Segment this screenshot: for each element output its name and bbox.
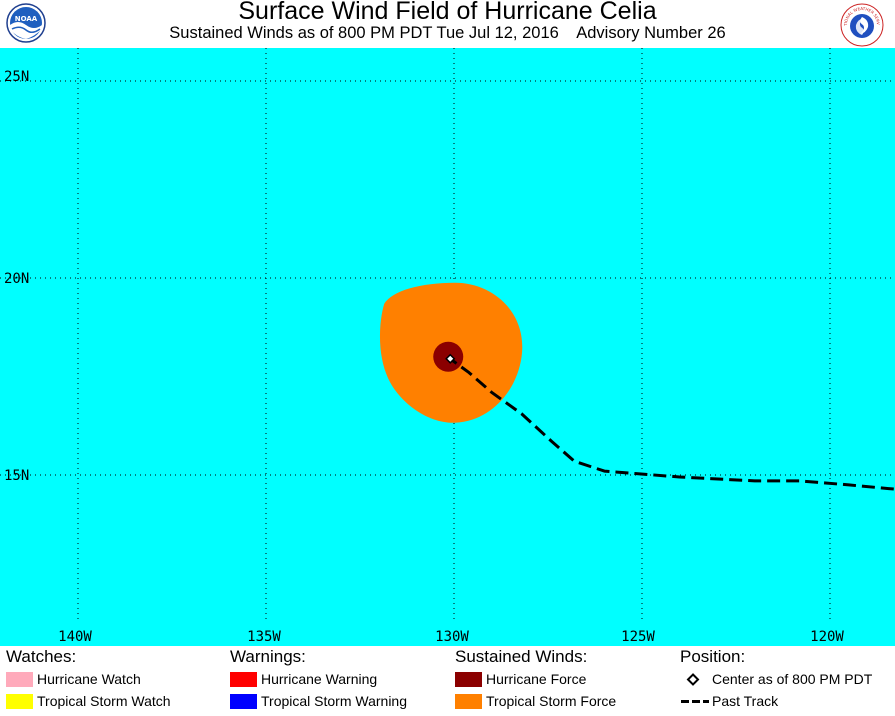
legend-item-label: Hurricane Watch xyxy=(37,671,141,687)
legend-item-hurricane-force: Hurricane Force xyxy=(455,668,616,690)
legend-item-label: Center as of 800 PM PDT xyxy=(712,671,873,687)
lon-label-140w: 140W xyxy=(58,629,92,645)
legend-item-past-track: Past Track xyxy=(680,690,872,712)
lat-label-25n: 25N xyxy=(4,69,29,85)
noaa-logo: NOAA xyxy=(6,3,46,43)
legend-position: Position: Center as of 800 PM PDT Past T… xyxy=(680,646,872,712)
legend-warnings: Warnings: Hurricane Warning Tropical Sto… xyxy=(230,646,407,712)
lon-label-130w: 130W xyxy=(435,629,469,645)
legend-sustained-winds: Sustained Winds: Hurricane Force Tropica… xyxy=(455,646,616,712)
legend-item-label: Past Track xyxy=(712,693,779,709)
dashed-line-icon xyxy=(681,699,709,703)
longitude-labels: 140W 135W 130W 125W 120W xyxy=(58,629,844,645)
past-track-line xyxy=(449,357,895,491)
legend-item-hurricane-warning: Hurricane Warning xyxy=(230,668,407,690)
legend-watches: Watches: Hurricane Watch Tropical Storm … xyxy=(6,646,171,712)
legend-item-label: Hurricane Force xyxy=(486,671,587,687)
graticule xyxy=(0,48,895,623)
hurricane-warning-swatch xyxy=(230,671,257,687)
lat-label-20n: 20N xyxy=(4,271,29,287)
legend-item-tropical-storm-watch: Tropical Storm Watch xyxy=(6,690,171,712)
lon-label-120w: 120W xyxy=(810,629,844,645)
legend-sustained-winds-heading: Sustained Winds: xyxy=(455,647,588,666)
legend-item-label: Tropical Storm Warning xyxy=(261,693,408,709)
legend-item-tropical-storm-warning: Tropical Storm Warning xyxy=(230,690,407,712)
legend-item-hurricane-watch: Hurricane Watch xyxy=(6,668,171,690)
diamond-icon xyxy=(686,672,700,686)
legend-item-label: Tropical Storm Watch xyxy=(37,693,171,709)
latitude-labels: 25N 20N 15N xyxy=(4,69,29,484)
tropical-storm-force-swatch xyxy=(455,693,482,709)
legend-item-label: Hurricane Warning xyxy=(261,671,378,687)
nws-logo: NATIONAL WEATHER SERVICE xyxy=(838,3,884,47)
legend-warnings-heading: Warnings: xyxy=(230,647,306,666)
map[interactable]: 25N 20N 15N 140W 135W 130W 125W 120W xyxy=(0,48,895,646)
map-title: Surface Wind Field of Hurricane Celia xyxy=(238,0,657,25)
header: NOAA Surface Wind Field of Hurricane Cel… xyxy=(0,0,895,48)
storm-center-marker[interactable] xyxy=(445,353,456,364)
legend-item-center: Center as of 800 PM PDT xyxy=(680,668,872,690)
lat-label-15n: 15N xyxy=(4,468,29,484)
noaa-logo-text: NOAA xyxy=(15,15,38,23)
legend-item-tropical-storm-force: Tropical Storm Force xyxy=(455,690,616,712)
hurricane-watch-swatch xyxy=(6,671,33,687)
lon-label-135w: 135W xyxy=(247,629,281,645)
tropical-storm-watch-swatch xyxy=(6,693,33,709)
tropical-storm-warning-swatch xyxy=(230,693,257,709)
legend-position-heading: Position: xyxy=(680,647,746,666)
hurricane-force-swatch xyxy=(455,671,482,687)
map-subtitle: Sustained Winds as of 800 PM PDT Tue Jul… xyxy=(169,24,726,42)
lon-label-125w: 125W xyxy=(621,629,655,645)
legend: Watches: Hurricane Watch Tropical Storm … xyxy=(0,646,895,716)
legend-watches-heading: Watches: xyxy=(6,647,77,666)
legend-item-label: Tropical Storm Force xyxy=(486,693,617,709)
